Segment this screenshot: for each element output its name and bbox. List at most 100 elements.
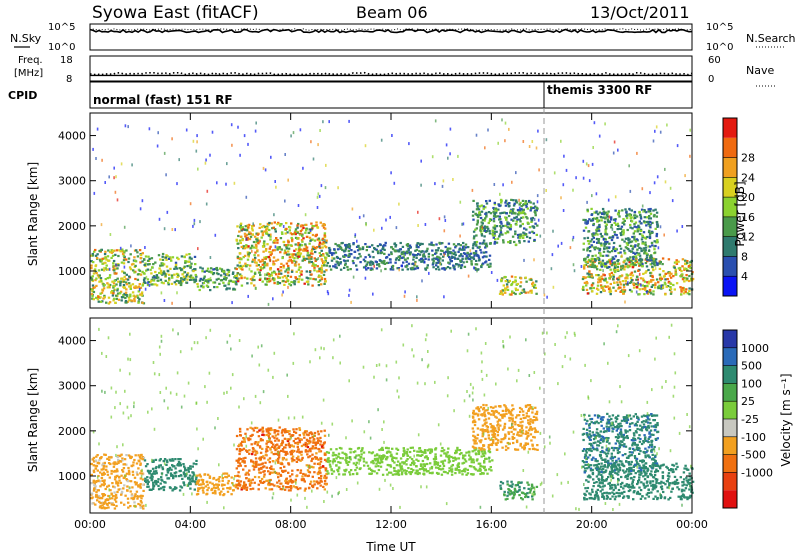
cell-7-335 (596, 284, 600, 287)
cell-3-423 (253, 481, 256, 484)
cell-7-415 (660, 277, 664, 280)
cell-2-78 (212, 281, 215, 284)
cell-1-170 (187, 470, 190, 473)
cell-8-468 (642, 231, 646, 234)
cell-8-357 (607, 220, 610, 223)
cell-8-368 (645, 256, 649, 259)
cell-2-56 (210, 488, 213, 492)
cell-4-160 (435, 261, 438, 264)
cell-5-243 (522, 208, 525, 211)
cell-0-66 (122, 467, 126, 470)
cell-4-282 (432, 262, 435, 265)
cell-3-33 (237, 445, 240, 448)
cell-8-323 (595, 211, 598, 214)
cell-0-170 (133, 286, 136, 289)
cell-3-371 (276, 275, 280, 278)
cell-1-28 (174, 474, 177, 477)
cell-5-133 (500, 201, 503, 204)
cell-0-211 (100, 497, 104, 500)
cell-0-215 (137, 285, 140, 288)
cell-3-75 (244, 449, 248, 452)
cell-3-432 (281, 485, 285, 488)
cell-4-237 (450, 465, 453, 468)
cell-0-230 (95, 296, 98, 299)
cell-4-13 (399, 462, 402, 465)
cell-3-395 (297, 280, 300, 284)
cell-7-345 (647, 282, 650, 285)
cell-4-227 (447, 458, 451, 461)
cell-4-47 (422, 469, 426, 472)
cell-3-17 (308, 231, 312, 234)
cell-7-369 (684, 290, 687, 293)
cell-8-250 (637, 262, 640, 265)
cell-3-286 (252, 246, 256, 249)
cell-7-95 (654, 282, 657, 285)
noise-274 (417, 210, 419, 214)
noise-60 (434, 182, 436, 186)
noise-270 (689, 128, 691, 132)
cell-0-73 (111, 494, 115, 498)
cell-8-438 (650, 255, 653, 258)
cell-4-202 (471, 450, 474, 453)
cell-4-367 (373, 248, 377, 251)
cell-4-260 (398, 255, 402, 258)
cell-3-4 (238, 448, 242, 451)
cell-7-382 (665, 285, 668, 288)
cell-5-251 (516, 218, 519, 221)
cell-0-306 (115, 294, 118, 297)
cell-3-444 (299, 438, 302, 441)
cell-4-241 (371, 244, 374, 247)
cell-3-475 (320, 270, 324, 273)
noise-275 (348, 288, 351, 292)
cell-0-113 (135, 249, 138, 252)
cell-4-72 (405, 452, 409, 455)
cell-0-61 (102, 481, 106, 484)
cell-5-174 (492, 217, 496, 220)
cell-4-137 (432, 266, 435, 269)
cell-0-146 (99, 296, 102, 299)
cell-2-62 (206, 267, 210, 270)
cell-4-445 (418, 243, 422, 246)
cell-3-180 (267, 434, 270, 438)
cell-4-34 (389, 471, 393, 474)
cell-3-582 (290, 280, 293, 284)
cell-8-144 (649, 223, 652, 226)
cell-0-117 (111, 294, 115, 297)
cell-1-126 (157, 276, 160, 279)
cell-8-159 (614, 209, 617, 212)
cell-3-350 (271, 249, 275, 252)
cell-1-146 (179, 282, 183, 285)
cell-0-90 (104, 256, 107, 259)
cell-3-180 (270, 222, 273, 225)
cell-4-277 (333, 248, 336, 251)
cell-0-279 (115, 283, 118, 286)
cell-5-206 (488, 219, 492, 222)
noise-207 (571, 238, 574, 242)
cell-3-93 (259, 428, 262, 431)
cell-7-397 (624, 265, 627, 268)
cell-3-537 (277, 439, 280, 442)
cell-5-63 (532, 202, 535, 205)
cell-4-159 (444, 267, 448, 270)
noise-172 (192, 139, 195, 143)
cell-0-259 (123, 292, 126, 295)
cell-4-146 (410, 267, 413, 270)
cell-8-236 (656, 262, 659, 265)
cell-4-134 (457, 457, 461, 460)
cell-4-75 (363, 464, 366, 467)
cell-3-459 (321, 444, 325, 447)
cell-7-387 (688, 279, 691, 283)
cell-6-38 (514, 292, 517, 296)
cell-0-125 (121, 469, 124, 472)
freq-label: Freq. (18, 55, 43, 66)
noise-223 (404, 290, 406, 294)
cell-3-243 (253, 442, 256, 445)
cell-5-80 (515, 220, 518, 223)
cell-3-416 (281, 434, 284, 437)
cell-3-524 (275, 259, 278, 262)
cell-0-180 (110, 472, 113, 475)
cell-4-250 (390, 252, 393, 256)
cell-7-364 (626, 259, 630, 262)
cell-8-142 (602, 250, 606, 253)
cell-5-153 (493, 233, 496, 236)
